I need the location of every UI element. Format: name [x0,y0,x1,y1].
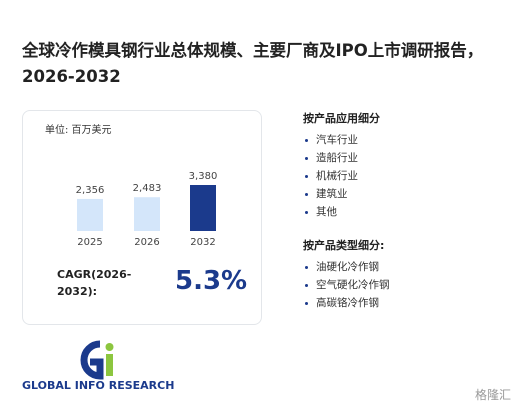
x-tick-label: 2026 [134,237,159,248]
segment-item: 其他 [316,206,337,218]
logo-mark [80,340,114,380]
cagr-value: 5.3% [175,266,248,296]
bar [190,185,216,231]
x-tick-label: 2025 [77,237,102,248]
value-label: 2,356 [76,185,105,196]
bullet [305,139,308,142]
segment-item: 油硬化冷作钢 [316,261,379,273]
unit-label: 单位: 百万美元 [45,125,112,136]
bar [77,198,103,231]
bullet [305,302,308,305]
card [22,110,262,325]
bullet [305,193,308,196]
watermark: 格隆汇 [474,388,511,402]
bar-chart: 2,356 2025 2,483 2026 3,380 2032 [76,171,218,248]
segment-item: 空气硬化冷作钢 [316,279,390,291]
bullet [305,211,308,214]
value-label: 3,380 [189,171,218,182]
title: 全球冷作模具钢行业总体规模、主要厂商及IPO上市调研报告，2026-2032 [22,41,484,86]
segment-item: 建筑业 [316,188,348,200]
segment-heading: 按产品类型细分: [303,239,385,252]
segment-item: 造船行业 [316,152,358,164]
cagr-label: CAGR(2026-2032): [57,268,132,298]
value-label: 2,483 [133,183,162,194]
bullet [305,175,308,178]
segment-heading: 按产品应用细分 [303,112,380,125]
bar [134,197,160,231]
segment-item: 机械行业 [316,170,358,182]
logo-text: GLOBAL INFO RESEARCH [22,379,175,392]
bullet [305,157,308,160]
bullet [305,266,308,269]
x-tick-label: 2032 [190,237,215,248]
segment-item: 汽车行业 [316,134,358,146]
segment-item: 高碳铬冷作钢 [316,297,379,309]
bullet [305,284,308,287]
